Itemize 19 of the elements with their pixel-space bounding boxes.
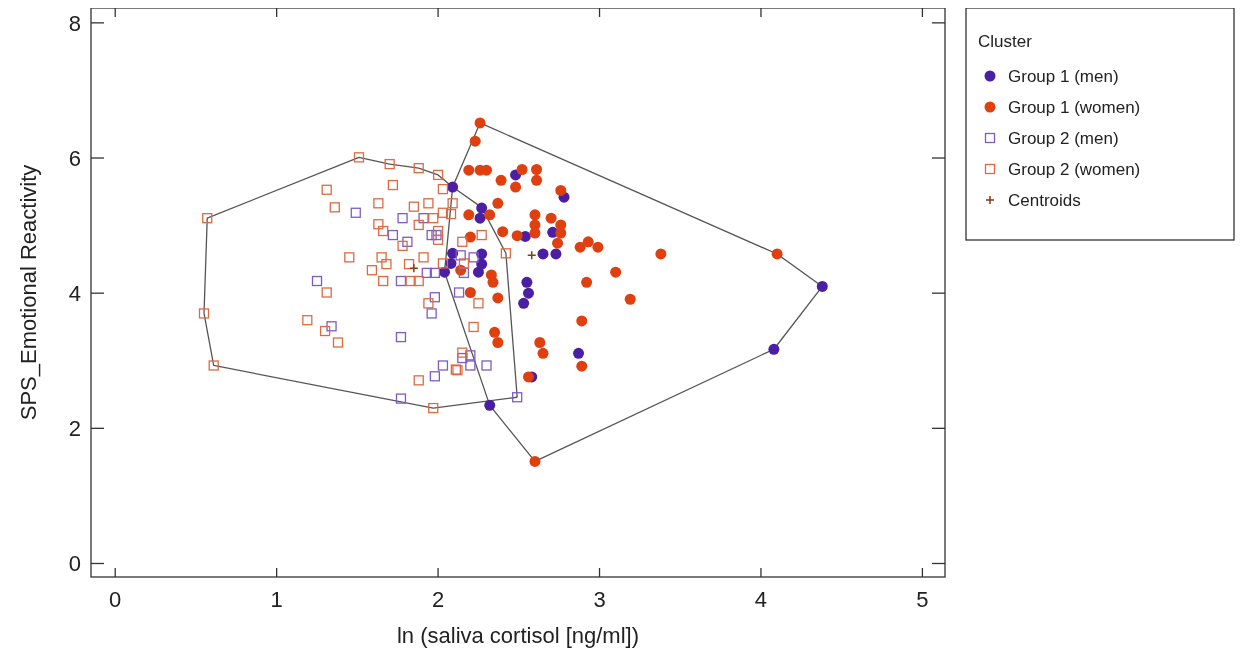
legend-title: Cluster xyxy=(978,32,1033,51)
legend-label: Group 2 (women) xyxy=(1008,160,1141,179)
y-tick-label: 6 xyxy=(68,146,81,172)
y-axis-title: SPS_Emotional Reactivity xyxy=(16,164,41,421)
y-tick-label: 4 xyxy=(68,281,81,307)
legend-label: Group 2 (men) xyxy=(1008,129,1119,148)
y-tick-label: 8 xyxy=(68,10,81,36)
legend-label: Group 1 (men) xyxy=(1008,67,1119,86)
x-tick-label: 4 xyxy=(754,587,768,612)
x-tick-label: 5 xyxy=(916,587,929,612)
x-tick-label: 1 xyxy=(270,587,283,612)
x-tick-label: 2 xyxy=(431,587,445,612)
legend-label: Group 1 (women) xyxy=(1008,98,1141,117)
legend-label: Centroids xyxy=(1008,191,1081,210)
x-tick-label: 3 xyxy=(593,587,606,612)
x-tick-label: 0 xyxy=(109,587,122,612)
x-axis-title: ln (saliva cortisol [ng/ml]) xyxy=(396,623,640,648)
y-tick-label: 0 xyxy=(68,551,81,577)
y-tick-label: 2 xyxy=(68,416,81,442)
